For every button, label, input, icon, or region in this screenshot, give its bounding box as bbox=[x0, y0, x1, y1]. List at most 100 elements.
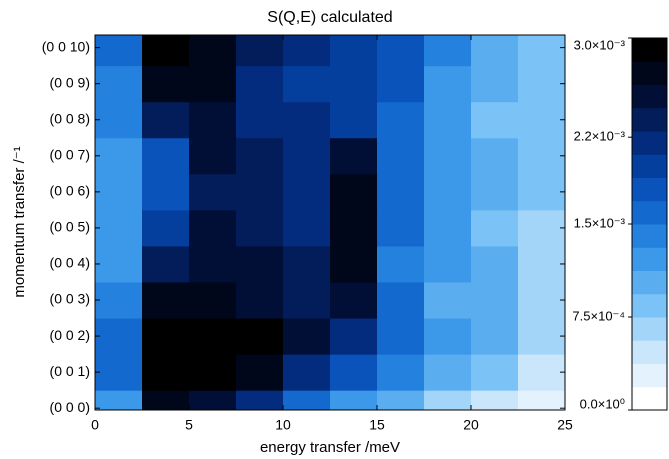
chart-title: S(Q,E) calculated bbox=[267, 9, 392, 26]
colorbar-step bbox=[632, 131, 667, 155]
heatmap-cell bbox=[189, 390, 237, 410]
heatmap-cell bbox=[377, 390, 425, 410]
heatmap-cell bbox=[518, 35, 565, 67]
colorbar-step bbox=[632, 84, 667, 109]
y-tick-label: (0 0 4) bbox=[50, 255, 90, 271]
heatmap-cell bbox=[189, 281, 237, 319]
colorbar-step bbox=[632, 363, 667, 388]
heatmap-cell bbox=[189, 209, 237, 247]
heatmap-cell bbox=[236, 173, 284, 211]
heatmap-cell bbox=[283, 318, 331, 355]
heatmap-cell bbox=[95, 354, 143, 391]
heatmap-cell bbox=[471, 173, 519, 211]
heatmap-cell bbox=[95, 101, 143, 139]
heatmap-cell bbox=[424, 35, 472, 67]
heatmap-cell bbox=[424, 209, 472, 247]
x-axis-label: energy transfer /meV bbox=[260, 439, 400, 456]
heatmap-cell bbox=[283, 173, 331, 211]
colorbar-step bbox=[632, 340, 667, 364]
heatmap-cell bbox=[377, 173, 425, 211]
colorbar-step bbox=[632, 61, 667, 85]
heatmap-cell bbox=[424, 173, 472, 211]
heatmap-cell bbox=[424, 65, 472, 103]
heatmap-cell bbox=[142, 354, 190, 391]
heatmap-cell bbox=[471, 281, 519, 319]
heatmap-cell bbox=[471, 245, 519, 283]
heatmap-cell bbox=[330, 65, 378, 103]
y-tick-label: (0 0 8) bbox=[50, 110, 90, 126]
heatmap-cell bbox=[95, 245, 143, 283]
heatmap-cell bbox=[330, 209, 378, 247]
x-tick-label: 5 bbox=[185, 417, 193, 433]
colorbar-tick-label: 2.2×10⁻³ bbox=[574, 129, 626, 144]
colorbar-step bbox=[632, 38, 667, 62]
heatmap-cell bbox=[95, 173, 143, 211]
colorbar-tick-label: 0.0×10⁰ bbox=[580, 396, 625, 411]
heatmap-cell bbox=[142, 65, 190, 103]
heatmap-cell bbox=[330, 390, 378, 410]
heatmap-cell bbox=[142, 101, 190, 139]
heatmap-cell bbox=[142, 35, 190, 67]
heatmap-cell bbox=[236, 101, 284, 139]
y-tick-label: (0 0 9) bbox=[50, 74, 90, 90]
colorbar-step bbox=[632, 317, 667, 341]
colorbar bbox=[632, 38, 667, 411]
heatmap-cell bbox=[236, 209, 284, 247]
plot-frame bbox=[94, 34, 566, 411]
heatmap-cell bbox=[142, 281, 190, 319]
heatmap-cell bbox=[189, 173, 237, 211]
heatmap-cell bbox=[518, 65, 565, 103]
x-tick-label: 15 bbox=[369, 417, 385, 433]
heatmap-cell bbox=[189, 318, 237, 355]
heatmap-cell bbox=[142, 137, 190, 175]
heatmap-cell bbox=[283, 281, 331, 319]
heatmap-cell bbox=[424, 354, 472, 391]
colorbar-step bbox=[632, 177, 667, 202]
colorbar-step bbox=[632, 386, 667, 411]
heatmap-cell bbox=[330, 354, 378, 391]
heatmap-cell bbox=[95, 318, 143, 355]
heatmap-cell bbox=[377, 101, 425, 139]
heatmap-cell bbox=[236, 390, 284, 410]
heatmap-cell bbox=[518, 209, 565, 247]
y-tick-label: (0 0 7) bbox=[50, 146, 90, 162]
heatmap-cell bbox=[236, 137, 284, 175]
heatmap-cell bbox=[236, 281, 284, 319]
heatmap-cell bbox=[330, 318, 378, 355]
heatmap-cell bbox=[518, 390, 565, 410]
heatmap-cell bbox=[424, 281, 472, 319]
heatmap-cell bbox=[377, 137, 425, 175]
heatmap-cell bbox=[236, 318, 284, 355]
heatmap-cell bbox=[142, 390, 190, 410]
heatmap-cell bbox=[377, 35, 425, 67]
heatmap-cell bbox=[330, 101, 378, 139]
heatmap-cell bbox=[283, 137, 331, 175]
colorbar-step bbox=[632, 224, 667, 248]
heatmap-cell bbox=[471, 137, 519, 175]
colorbar-step bbox=[632, 247, 667, 271]
heatmap-cell bbox=[236, 354, 284, 391]
heatmap-cell bbox=[471, 101, 519, 139]
colorbar-tick-label: 7.5×10⁻⁴ bbox=[572, 308, 625, 323]
heatmap-cell bbox=[377, 209, 425, 247]
y-tick-label: (0 0 10) bbox=[42, 38, 90, 54]
heatmap-cell bbox=[95, 35, 143, 67]
colorbar-step bbox=[632, 154, 667, 178]
heatmap-cell bbox=[377, 65, 425, 103]
heatmap-cell bbox=[189, 245, 237, 283]
heatmap-cell bbox=[330, 137, 378, 175]
heatmap-cell bbox=[424, 137, 472, 175]
heatmap-cell bbox=[471, 354, 519, 391]
heatmap-cell bbox=[142, 173, 190, 211]
heatmap bbox=[95, 35, 565, 410]
heatmap-cell bbox=[189, 137, 237, 175]
y-tick-label: (0 0 6) bbox=[50, 183, 90, 199]
heatmap-cell bbox=[424, 245, 472, 283]
heatmap-cell bbox=[471, 318, 519, 355]
heatmap-cell bbox=[424, 318, 472, 355]
colorbar-step bbox=[632, 293, 667, 318]
heatmap-cell bbox=[283, 35, 331, 67]
heatmap-cell bbox=[377, 354, 425, 391]
colorbar-step bbox=[632, 270, 667, 295]
y-tick-label: (0 0 2) bbox=[50, 327, 90, 343]
